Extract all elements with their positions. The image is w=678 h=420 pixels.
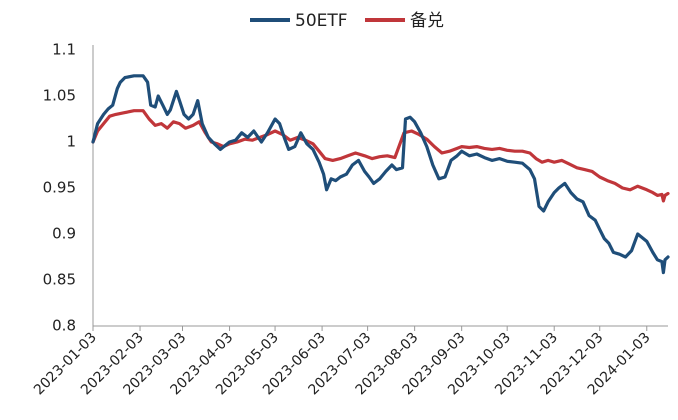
legend: 50ETF 备兑 — [250, 11, 444, 31]
y-tick-label: 0.9 — [52, 225, 76, 243]
series-line-covered-call — [91, 109, 670, 203]
axes: 1.11.0510.950.90.850.82023-01-032023-02-… — [31, 41, 668, 398]
y-tick-label: 1.1 — [52, 41, 76, 59]
series-lines — [91, 74, 670, 275]
y-tick-label: 0.8 — [52, 317, 76, 335]
y-tick-label: 1.05 — [43, 87, 76, 105]
y-tick-label: 0.85 — [43, 271, 76, 289]
series-line-50etf — [91, 74, 670, 275]
legend-label-50etf: 50ETF — [295, 11, 348, 31]
legend-label-covered-call: 备兑 — [410, 11, 444, 31]
y-tick-label: 0.95 — [43, 179, 76, 197]
y-tick-label: 1 — [66, 133, 76, 151]
